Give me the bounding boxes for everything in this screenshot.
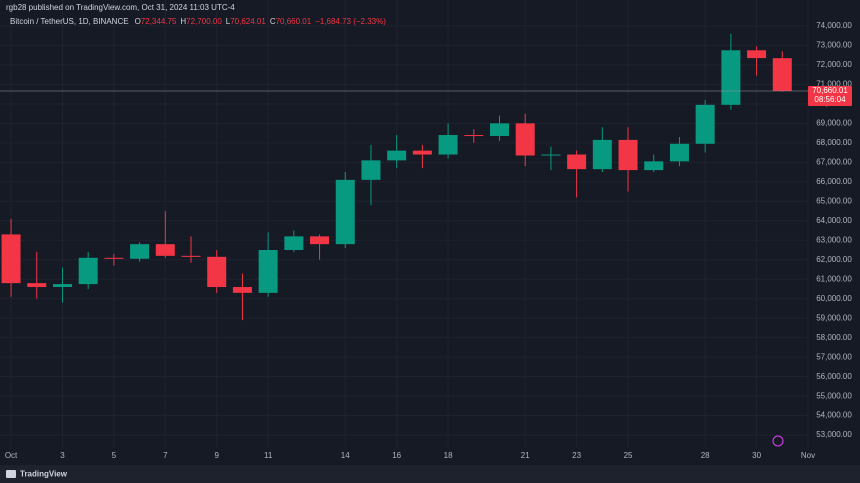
y-tick-label: 66,000.00	[816, 177, 852, 186]
y-tick-label: 56,000.00	[816, 372, 852, 381]
x-tick-label: 25	[624, 451, 633, 460]
candle-body	[618, 139, 638, 171]
x-tick-label: 14	[341, 451, 350, 460]
candle-body	[721, 50, 741, 105]
candle-body	[27, 283, 47, 288]
x-tick-label: 3	[60, 451, 65, 460]
candle-body	[695, 104, 715, 144]
x-tick-label: 11	[264, 451, 273, 460]
candle-body	[104, 257, 124, 259]
x-tick-label: 23	[572, 451, 581, 460]
y-tick-label: 69,000.00	[816, 118, 852, 127]
y-tick-label: 63,000.00	[816, 235, 852, 244]
countdown: 08:56:04	[814, 95, 846, 104]
candle-body	[669, 143, 689, 162]
legend-key: O	[135, 17, 141, 26]
y-tick-label: 54,000.00	[816, 411, 852, 420]
candle-body	[155, 244, 175, 256]
candle-body	[310, 236, 330, 245]
candle-body	[361, 160, 381, 180]
legend-value: 70,660.01	[276, 17, 312, 26]
candle-body	[644, 161, 664, 171]
published: rgb28 published on TradingView.com, Oct …	[6, 3, 235, 12]
last-price-label: 70,660.01	[812, 86, 848, 95]
legend-key: L	[226, 17, 231, 26]
y-tick-label: 73,000.00	[816, 41, 852, 50]
legend-value: 70,624.01	[230, 17, 266, 26]
y-tick-label: 62,000.00	[816, 255, 852, 264]
candle-body	[567, 154, 587, 170]
y-tick-label: 60,000.00	[816, 294, 852, 303]
legend-value: 72,700.00	[186, 17, 222, 26]
brand-logo	[6, 470, 16, 478]
x-tick-label: 21	[521, 451, 530, 460]
candle-body	[387, 150, 407, 161]
x-tick-label: Nov	[801, 451, 815, 460]
y-tick-label: 53,000.00	[816, 430, 852, 439]
x-tick-label: Oct	[5, 451, 18, 460]
candle-body	[207, 256, 227, 288]
indicator-icon[interactable]	[772, 435, 784, 447]
candle-body	[335, 179, 355, 245]
candle-body	[747, 50, 767, 59]
y-tick-label: 74,000.00	[816, 21, 852, 30]
candle-body	[181, 255, 201, 257]
y-tick-label: 67,000.00	[816, 157, 852, 166]
grid	[0, 0, 809, 447]
x-tick-label: 28	[701, 451, 710, 460]
candle-body	[490, 123, 510, 137]
candle-body	[438, 135, 458, 155]
y-tick-label: 72,000.00	[816, 60, 852, 69]
legend-key: C	[270, 17, 276, 26]
y-tick-label: 68,000.00	[816, 138, 852, 147]
legend-change: −1,684.73 (−2.33%)	[315, 17, 386, 26]
candle-body	[515, 123, 535, 156]
y-tick-label: 57,000.00	[816, 352, 852, 361]
x-tick-label: 18	[444, 451, 453, 460]
x-tick-label: 9	[214, 451, 219, 460]
y-tick-label: 59,000.00	[816, 313, 852, 322]
x-tick-label: 30	[752, 451, 761, 460]
candle-body	[130, 244, 150, 259]
candle-body	[592, 139, 612, 170]
x-tick-label: 7	[163, 451, 168, 460]
candles	[1, 33, 792, 321]
y-tick-label: 58,000.00	[816, 333, 852, 342]
x-tick-label: 5	[112, 451, 117, 460]
legend-value: 72,344.75	[141, 17, 177, 26]
footer-bar	[0, 465, 860, 483]
y-tick-label: 71,000.00	[816, 79, 852, 88]
y-tick-label: 55,000.00	[816, 391, 852, 400]
chart-title: Bitcoin / TetherUS, 1D, BINANCE	[10, 17, 129, 26]
candle-body	[772, 58, 792, 91]
last-price-tag	[808, 85, 852, 106]
candle-body	[1, 234, 21, 284]
candle-body	[232, 287, 252, 293]
y-tick-label: 65,000.00	[816, 196, 852, 205]
candle-body	[78, 257, 98, 285]
brand: TradingView	[20, 470, 68, 479]
x-tick-label: 16	[392, 451, 401, 460]
y-tick-label: 64,000.00	[816, 216, 852, 225]
candle-body	[284, 236, 304, 251]
candle-body	[541, 154, 561, 156]
legend-key: H	[180, 17, 186, 26]
candle-body	[412, 150, 432, 155]
candle-body	[464, 135, 484, 137]
y-tick-label: 61,000.00	[816, 274, 852, 283]
candle-body	[52, 284, 72, 288]
candle-body	[258, 250, 278, 293]
